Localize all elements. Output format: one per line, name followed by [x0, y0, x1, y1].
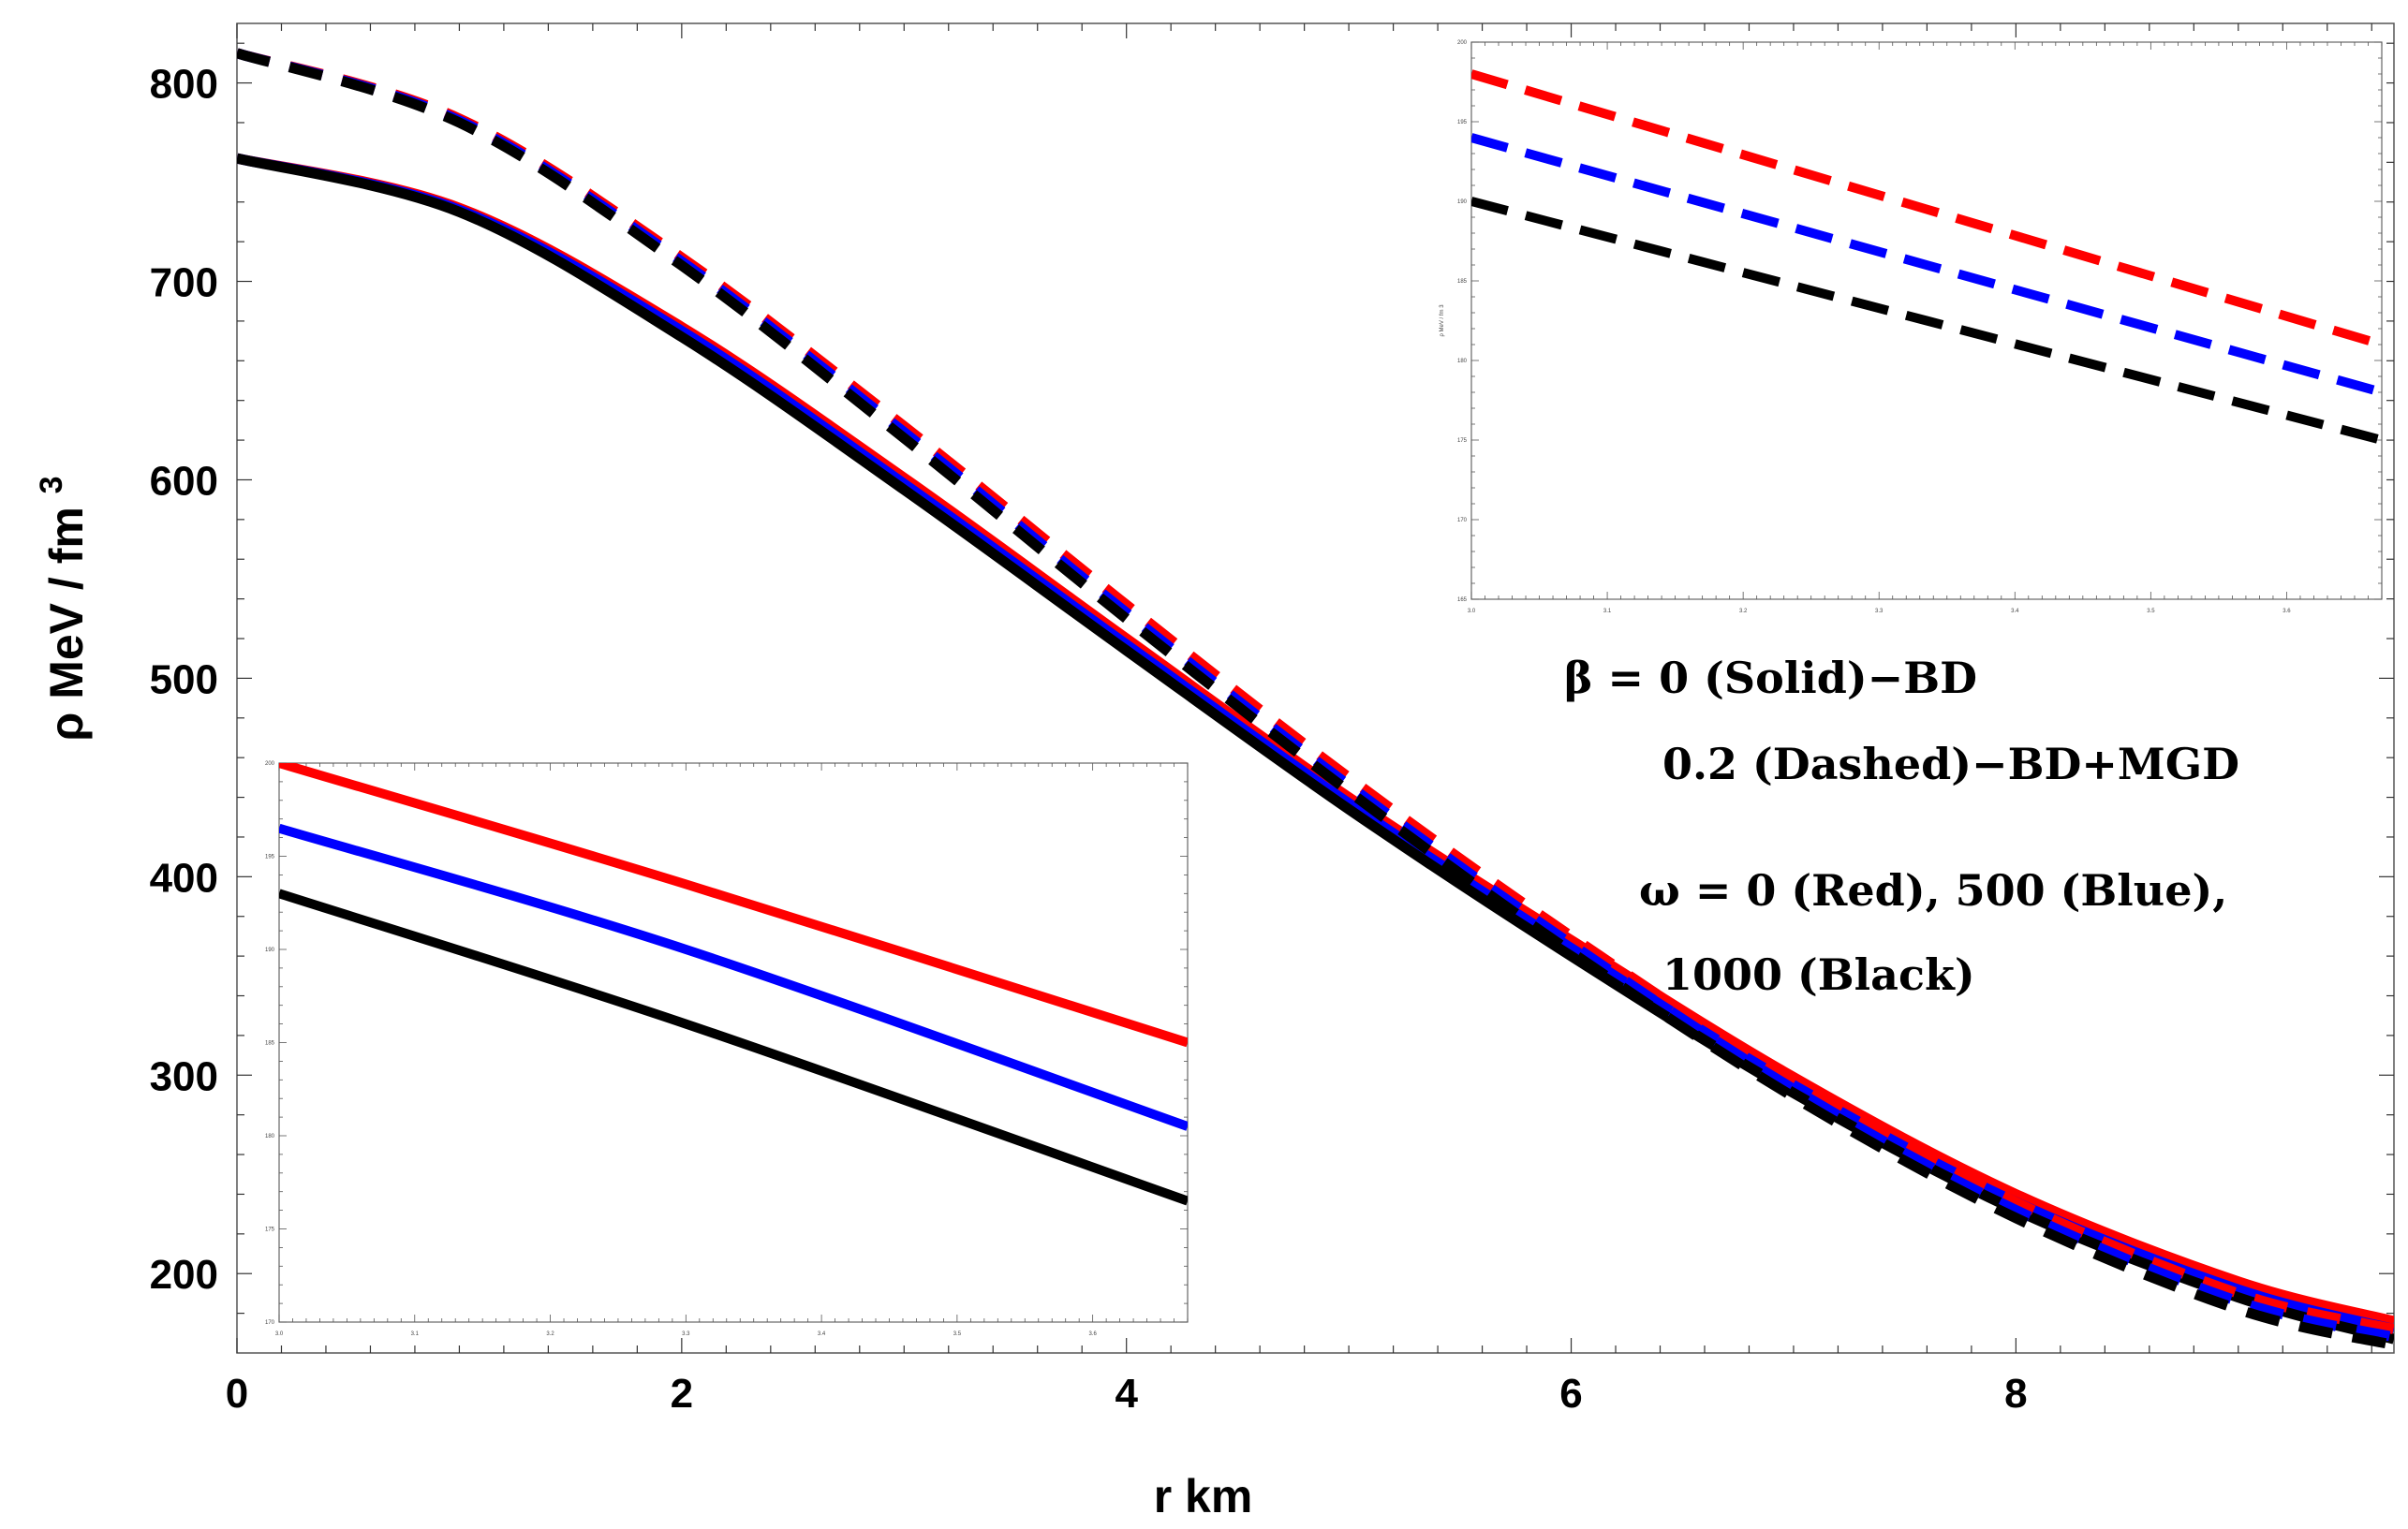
series-line-red-dashed	[237, 48, 2394, 1334]
y-tick-label: 800	[150, 62, 218, 108]
series-line-black-dashed	[237, 48, 2394, 1350]
inset-series-blue-dashed	[1471, 133, 2382, 397]
inset-x-tick-label: 3.1	[1603, 609, 1612, 614]
inset-series-black-dashed	[1471, 197, 2382, 445]
inset-top-right: 3.0 3.1 3.2 3.3 3.4 3.5 3.6 165 170 175 180 185 190 1…	[1440, 37, 2386, 614]
y-axis-title: ρ MeV / fm 3	[34, 476, 93, 741]
inset-y-tick-label: 200	[265, 761, 275, 767]
inset-series-red-dashed	[1471, 69, 2382, 349]
inset-y-tick-label: 175	[265, 1228, 275, 1233]
inset-y-tick-label: 165	[1457, 597, 1468, 603]
legend-omega-line-1: ω = 0 (Red), 500 (Blue),	[1639, 865, 2227, 916]
inset-x-tick-label: 3.6	[2282, 609, 2291, 614]
inset-x-tick-label: 3.4	[818, 1331, 826, 1337]
inset-x-tick-label: 3.4	[2011, 609, 2019, 614]
inset-x-tick-label: 3.6	[1088, 1331, 1097, 1337]
inset-x-tick-label: 3.2	[1739, 609, 1748, 614]
legend-beta-line-2: 0.2 (Dashed)−BD+MGD	[1662, 739, 2239, 789]
y-tick-label: 500	[150, 656, 218, 702]
inset-y-tick-label: 190	[1457, 199, 1468, 205]
legend: β = 0 (Solid)−BD 0.2 (Dashed)−BD+MGD ω =…	[1564, 653, 2239, 1000]
inset-y-tick-label: 180	[265, 1134, 275, 1139]
x-tick-label: 0	[226, 1371, 248, 1417]
inset-x-tick-label: 3.5	[2147, 609, 2155, 614]
inset-bottom-left: 3.0 3.1 3.2 3.3 3.4 3.5 3.6 170 175 180 185 190 195 2…	[265, 758, 1192, 1337]
x-tick-label: 6	[1559, 1371, 1582, 1417]
inset-y-tick-label: 190	[265, 948, 275, 953]
series-group	[237, 48, 2394, 1350]
series-line-black-solid	[237, 153, 2394, 1345]
inset-x-tick-label: 3.3	[682, 1331, 690, 1337]
inset-series-group	[279, 763, 1188, 1206]
x-tick-label: 4	[1115, 1371, 1138, 1417]
y-tick-label: 400	[150, 855, 218, 901]
inset-y-tick-label: 170	[265, 1320, 275, 1326]
inset-x-tick-label: 3.0	[275, 1331, 284, 1337]
y-tick-label: 600	[150, 458, 218, 504]
inset-x-tick-label: 3.3	[1875, 609, 1884, 614]
inset-y-tick-label: 195	[265, 855, 275, 860]
inset-series-blue-solid	[279, 823, 1188, 1131]
y-tick-label: 700	[150, 260, 218, 306]
inset-y-axis-title: ρ MeV / fm 3	[1440, 304, 1445, 337]
y-tick-label: 200	[150, 1252, 218, 1298]
inset-x-tick-label: 3.5	[953, 1331, 962, 1337]
inset-y-tick-label: 180	[1457, 359, 1468, 364]
x-tick-label: 2	[671, 1371, 693, 1417]
inset-series-group	[1471, 69, 2382, 445]
x-axis-title: r km	[1154, 1470, 1253, 1522]
inset-y-tick-label: 200	[1457, 40, 1468, 46]
inset-series-red-solid	[279, 763, 1188, 1048]
inset-y-tick-label: 185	[1457, 279, 1468, 285]
inset-x-tick-label: 3.1	[411, 1331, 420, 1337]
inset-frame	[1470, 41, 2383, 600]
inset-y-tick-label: 170	[1457, 518, 1468, 523]
main-plot: 0 2 4 6 8 200 300 400 500 600 700 800 r km ρ MeV / fm…	[34, 22, 2395, 1522]
plot-frame	[236, 22, 2395, 1354]
inset-x-tick-label: 3.0	[1468, 609, 1476, 614]
x-tick-label: 8	[2004, 1371, 2027, 1417]
inset-y-tick-label: 175	[1457, 438, 1468, 444]
inset-y-tick-label: 195	[1457, 120, 1468, 125]
y-axis-title-superscript: 3	[34, 476, 69, 493]
inset-x-tick-label: 3.2	[546, 1331, 554, 1337]
inset-series-black-solid	[279, 889, 1188, 1206]
legend-omega-line-2: 1000 (Black)	[1662, 949, 1975, 1000]
legend-beta-line-1: β = 0 (Solid)−BD	[1564, 653, 1977, 703]
inset-y-tick-label: 185	[265, 1041, 275, 1047]
y-tick-label: 300	[150, 1053, 218, 1099]
